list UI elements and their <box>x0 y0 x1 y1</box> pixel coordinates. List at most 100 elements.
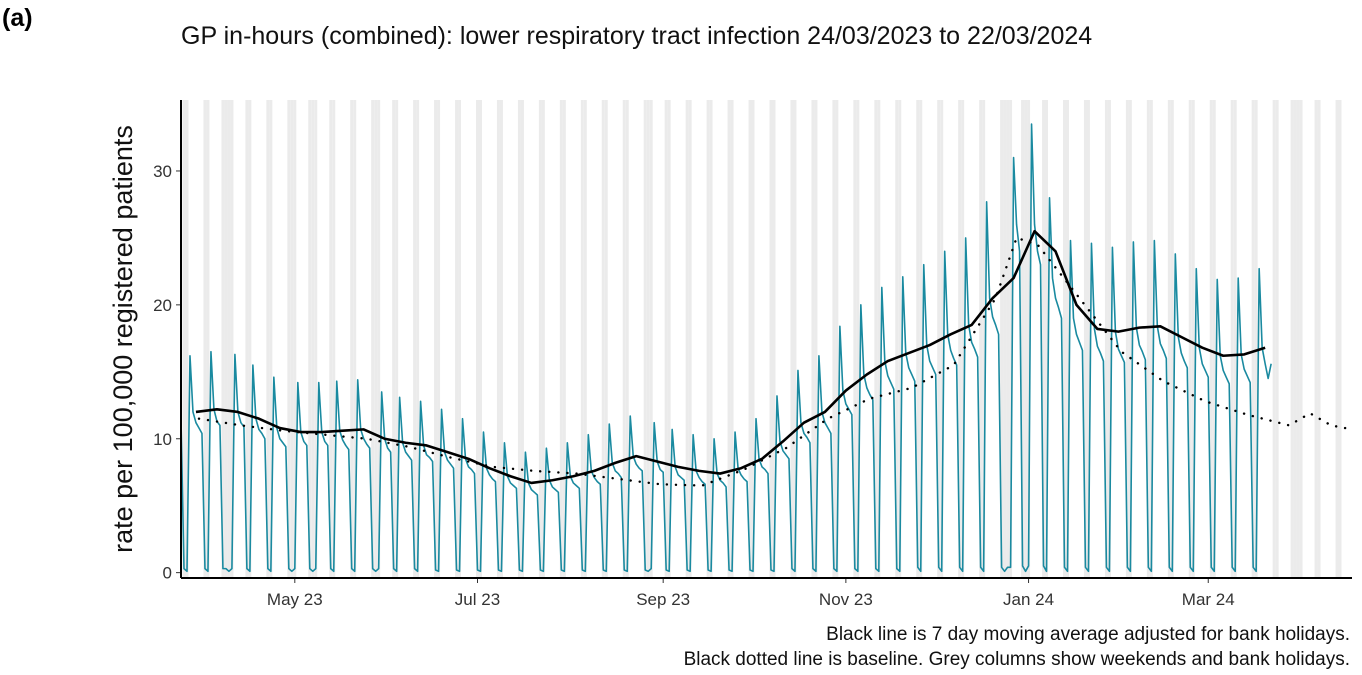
weekend-column <box>413 100 417 578</box>
weekend-column <box>517 100 521 578</box>
weekend-column <box>583 100 587 578</box>
weekend-column <box>874 100 878 578</box>
weekend-column <box>1338 100 1342 578</box>
weekend-column <box>664 100 668 578</box>
weekend-column <box>353 100 357 578</box>
weekend-column <box>1170 100 1174 578</box>
weekend-column <box>748 100 752 578</box>
weekend-column <box>371 100 375 578</box>
weekend-column <box>601 100 605 578</box>
weekend-column <box>730 100 734 578</box>
weekend-column <box>1086 100 1090 578</box>
series-line <box>195 229 1266 485</box>
weekend-column <box>790 100 794 578</box>
weekend-column <box>622 100 626 578</box>
weekend-column <box>269 100 273 578</box>
weekend-column <box>982 100 986 578</box>
weekend-column <box>455 100 459 578</box>
weekend-column <box>1314 100 1318 578</box>
weekend-column <box>832 100 836 578</box>
weekend-column <box>667 100 671 578</box>
weekend-column <box>1104 100 1108 578</box>
y-tick-label: 10 <box>153 430 172 449</box>
weekend-column <box>877 100 881 578</box>
weekend-column <box>1003 100 1007 578</box>
x-tick-label: May 23 <box>267 590 323 609</box>
weekend-column <box>332 100 336 578</box>
weekend-column <box>688 100 692 578</box>
weekend-column <box>1021 100 1025 578</box>
weekend-column <box>646 100 650 578</box>
bank-holiday-column <box>1006 100 1010 578</box>
y-tick-label: 30 <box>153 162 172 181</box>
weekend-column <box>392 100 396 578</box>
weekend-column <box>1024 100 1028 578</box>
weekend-column <box>1335 100 1339 578</box>
weekend-column <box>811 100 815 578</box>
weekend-column <box>895 100 899 578</box>
weekend-column <box>1167 100 1171 578</box>
weekend-column <box>853 100 857 578</box>
chart-title: GP in-hours (combined): lower respirator… <box>181 22 1093 50</box>
weekend-column <box>772 100 776 578</box>
series-line <box>180 123 1272 573</box>
weekend-column <box>541 100 545 578</box>
weekend-column <box>604 100 608 578</box>
weekend-column <box>248 100 252 578</box>
weekend-column <box>1128 100 1132 578</box>
weekend-column <box>182 100 186 578</box>
weekend-column <box>1254 100 1258 578</box>
weekend-column <box>374 100 378 578</box>
x-tick-label: Jul 23 <box>455 590 500 609</box>
weekend-column <box>1251 100 1255 578</box>
bank-holiday-column <box>221 100 225 578</box>
weekend-column <box>287 100 291 578</box>
weekend-column <box>709 100 713 578</box>
bank-holiday-column <box>1299 100 1303 578</box>
x-tick-label: Nov 23 <box>819 590 873 609</box>
bank-holiday-column <box>314 100 318 578</box>
weekend-column <box>706 100 710 578</box>
weekend-column <box>245 100 249 578</box>
bank-holiday-column <box>230 100 234 578</box>
weekend-column <box>793 100 797 578</box>
weekend-column <box>856 100 860 578</box>
weekend-column <box>1042 100 1046 578</box>
weekend-column <box>1230 100 1234 578</box>
weekend-column <box>1233 100 1237 578</box>
y-tick-label: 0 <box>163 564 172 583</box>
weekend-column <box>1272 100 1276 578</box>
weekend-column <box>1296 100 1300 578</box>
weekend-column <box>1000 100 1004 578</box>
weekend-column <box>311 100 315 578</box>
weekend-column <box>1125 100 1129 578</box>
weekend-column <box>958 100 962 578</box>
weekend-column <box>562 100 566 578</box>
weekend-column <box>203 100 207 578</box>
weekend-column <box>979 100 983 578</box>
weekend-column <box>185 100 189 578</box>
weekend-column <box>437 100 441 578</box>
weekend-column <box>625 100 629 578</box>
weekend-column <box>475 100 479 578</box>
weekend-column <box>434 100 438 578</box>
weekend-column <box>919 100 923 578</box>
weekend-column <box>1149 100 1153 578</box>
weekend-column <box>329 100 333 578</box>
bank-holiday-column <box>1290 100 1294 578</box>
weekend-column <box>416 100 420 578</box>
x-tick-label: Jan 24 <box>1003 590 1054 609</box>
weekend-column <box>227 100 231 578</box>
weekend-column <box>290 100 294 578</box>
x-tick-label: Mar 24 <box>1182 590 1235 609</box>
weekend-column <box>916 100 920 578</box>
weekend-column <box>685 100 689 578</box>
weekend-column <box>478 100 482 578</box>
bank-holiday-column <box>293 100 297 578</box>
weekend-column <box>224 100 228 578</box>
weekend-column <box>1146 100 1150 578</box>
notes: Black line is 7 day moving average adjus… <box>684 622 1350 672</box>
weekend-column <box>898 100 902 578</box>
